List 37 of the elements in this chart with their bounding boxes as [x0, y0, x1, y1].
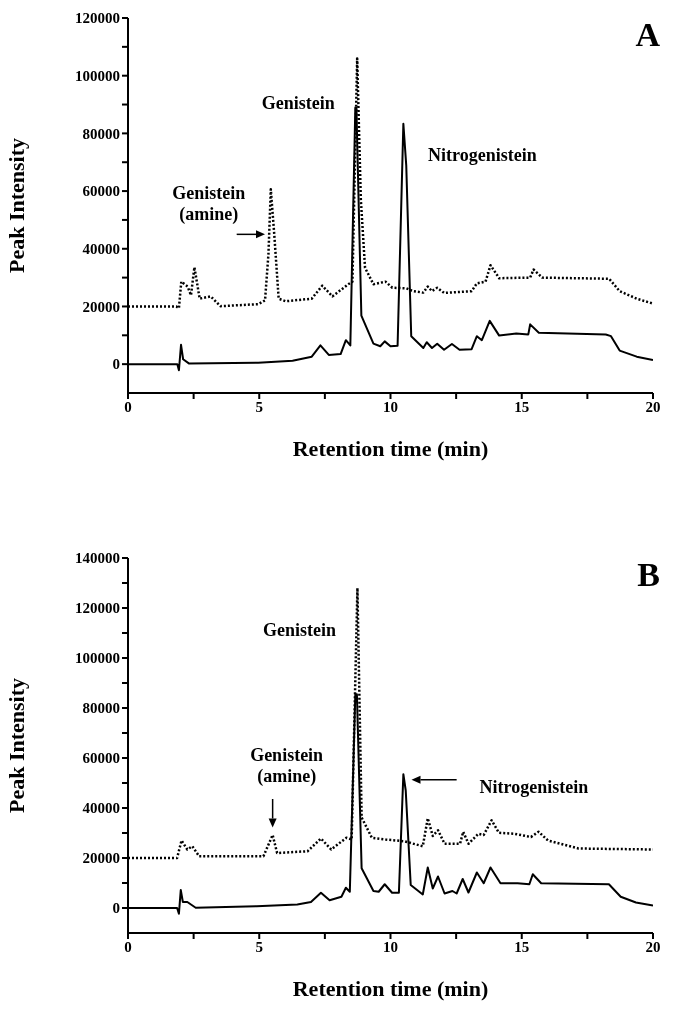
y-axis-title: Peak Intensity	[3, 677, 29, 814]
y-tick-label: 40000	[82, 800, 120, 817]
x-tick-label: 20	[645, 398, 661, 415]
x-axis-title: Retention time (min)	[292, 976, 489, 1001]
annotation: Nitrogenistein	[428, 144, 537, 165]
y-tick-label: 80000	[82, 125, 120, 142]
y-tick-label: 100000	[75, 650, 120, 667]
x-tick-label: 5	[255, 938, 263, 955]
y-tick-label: 60000	[82, 183, 120, 200]
x-tick-label: 15	[514, 938, 530, 955]
y-axis-title: Peak Intensity	[3, 137, 29, 274]
x-tick-label: 0	[124, 938, 132, 955]
y-tick-label: 80000	[82, 700, 120, 717]
y-tick-label: 20000	[82, 298, 120, 315]
y-tick-label: 140000	[75, 550, 120, 567]
chart-title: A	[635, 16, 661, 53]
annotation: Genistein (amine)	[172, 182, 246, 225]
x-tick-label: 10	[383, 938, 398, 955]
chart-title: B	[637, 556, 660, 593]
x-tick-label: 5	[255, 398, 263, 415]
annotation: Nitrogenistein	[479, 776, 589, 797]
y-tick-label: 120000	[75, 10, 120, 27]
x-tick-label: 15	[514, 398, 530, 415]
annotation: Genistein (amine)	[250, 744, 324, 787]
y-tick-label: 40000	[82, 241, 120, 258]
annotation: Genistein	[261, 93, 335, 114]
y-tick-label: 120000	[75, 600, 120, 617]
x-tick-label: 10	[383, 398, 398, 415]
annotation: Genistein	[262, 620, 336, 640]
y-tick-label: 20000	[82, 850, 120, 867]
x-tick-label: 0	[124, 398, 132, 415]
y-tick-label: 60000	[82, 750, 120, 767]
x-axis-title: Retention time (min)	[292, 436, 489, 461]
y-tick-label: 100000	[75, 68, 120, 85]
x-tick-label: 20	[645, 938, 661, 955]
y-tick-label: 0	[112, 900, 120, 917]
y-tick-label: 0	[112, 356, 120, 373]
